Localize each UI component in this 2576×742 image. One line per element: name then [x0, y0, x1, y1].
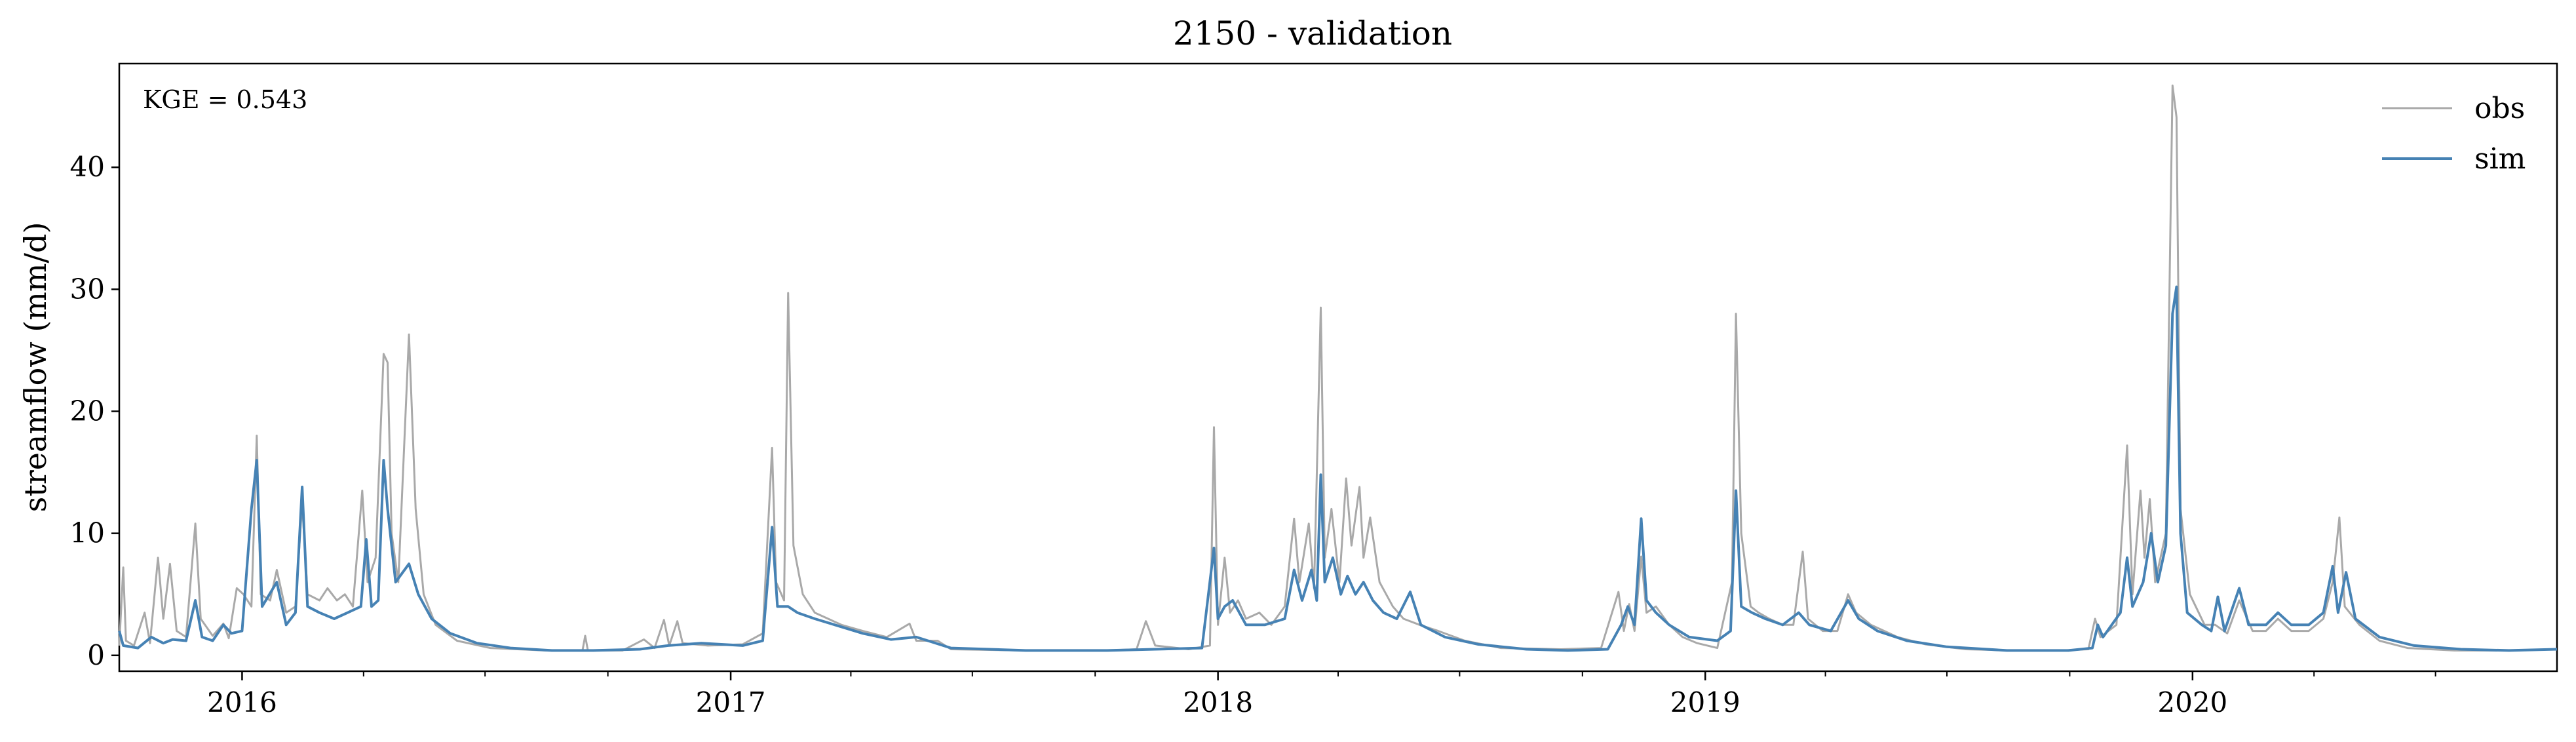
x-axis-minor-ticks [362, 671, 2436, 676]
y-tick-label: 0 [87, 639, 105, 671]
legend-obs-label: obs [2474, 92, 2525, 125]
y-tick-label: 30 [70, 273, 105, 305]
y-axis: 0 10 20 30 40 [70, 151, 119, 671]
y-axis-label: streamflow (mm/d) [18, 222, 53, 513]
x-tick-label: 2019 [1670, 686, 1740, 718]
legend-sim-label: sim [2474, 142, 2526, 176]
x-tick-label: 2018 [1183, 686, 1253, 718]
y-tick-label: 40 [70, 151, 105, 183]
x-tick-label: 2020 [2157, 686, 2227, 718]
x-tick-label: 2017 [696, 686, 766, 718]
sim-series-line [118, 285, 2558, 652]
kge-annotation: KGE = 0.543 [143, 85, 307, 114]
legend: obs sim [2382, 92, 2526, 176]
chart-title: 2150 - validation [1173, 14, 1452, 52]
obs-series-line [118, 85, 2558, 652]
y-tick-label: 10 [70, 517, 105, 549]
x-axis: 2016 2017 2018 2019 2020 [207, 671, 2227, 718]
x-tick-label: 2016 [207, 686, 277, 718]
y-tick-label: 20 [70, 395, 105, 427]
